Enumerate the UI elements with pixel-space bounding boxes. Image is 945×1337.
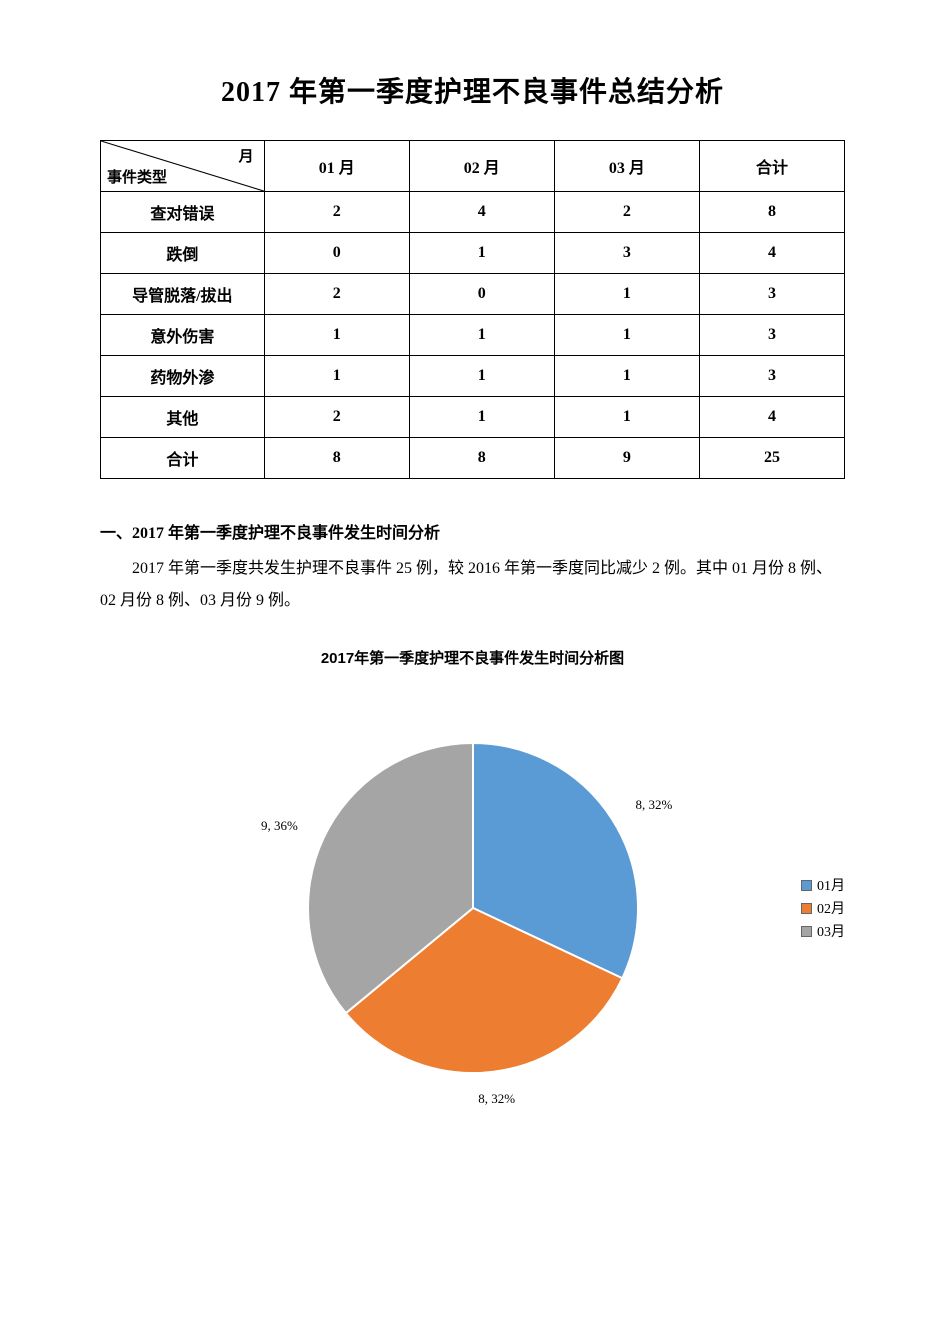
legend-swatch	[801, 903, 812, 914]
table-row-label: 合计	[101, 438, 265, 479]
table-col-header: 合计	[699, 141, 844, 192]
table-cell: 1	[409, 233, 554, 274]
table-row: 查对错误2428	[101, 192, 845, 233]
table-row-label: 其他	[101, 397, 265, 438]
table-cell: 1	[554, 397, 699, 438]
pie-slice-label: 8, 32%	[478, 1091, 515, 1107]
table-cell: 1	[554, 315, 699, 356]
pie-slice-label: 8, 32%	[635, 797, 672, 813]
diag-header-top: 月	[239, 145, 254, 166]
document-page: 2017 年第一季度护理不良事件总结分析 月 事件类型 01 月 02 月 03…	[0, 0, 945, 1188]
table-cell: 2	[264, 192, 409, 233]
table-cell: 0	[264, 233, 409, 274]
table-row-label: 查对错误	[101, 192, 265, 233]
section-1-body: 2017 年第一季度共发生护理不良事件 25 例，较 2016 年第一季度同比减…	[100, 553, 845, 617]
table-row: 导管脱落/拔出2013	[101, 274, 845, 315]
pie-svg	[303, 738, 643, 1078]
table-row: 意外伤害1113	[101, 315, 845, 356]
table-cell: 2	[554, 192, 699, 233]
pie-slice-label: 9, 36%	[261, 818, 298, 834]
table-header-row: 月 事件类型 01 月 02 月 03 月 合计	[101, 141, 845, 192]
table-col-header: 01 月	[264, 141, 409, 192]
table-cell: 1	[554, 356, 699, 397]
table-cell: 3	[554, 233, 699, 274]
table-cell: 4	[699, 233, 844, 274]
table-row: 其他2114	[101, 397, 845, 438]
table-row-label: 药物外渗	[101, 356, 265, 397]
table-cell: 3	[699, 356, 844, 397]
table-cell: 2	[264, 274, 409, 315]
legend-swatch	[801, 880, 812, 891]
table-cell: 1	[409, 315, 554, 356]
table-row-label: 跌倒	[101, 233, 265, 274]
events-table: 月 事件类型 01 月 02 月 03 月 合计 查对错误2428跌倒0134导…	[100, 140, 845, 479]
table-cell: 0	[409, 274, 554, 315]
legend-label: 02月	[817, 898, 845, 918]
table-cell: 8	[699, 192, 844, 233]
legend-swatch	[801, 926, 812, 937]
table-cell: 25	[699, 438, 844, 479]
table-row-label: 意外伤害	[101, 315, 265, 356]
pie-holder: 8, 32%8, 32%9, 36%	[303, 738, 643, 1078]
table-cell: 1	[409, 397, 554, 438]
section-1-heading: 一、2017 年第一季度护理不良事件发生时间分析	[100, 519, 845, 543]
page-title: 2017 年第一季度护理不良事件总结分析	[100, 70, 845, 110]
legend-item: 01月	[801, 875, 845, 895]
table-cell: 4	[699, 397, 844, 438]
table-col-header: 02 月	[409, 141, 554, 192]
table-cell: 8	[264, 438, 409, 479]
legend-item: 02月	[801, 898, 845, 918]
table-row-label: 导管脱落/拔出	[101, 274, 265, 315]
table-cell: 1	[264, 356, 409, 397]
table-cell: 2	[264, 397, 409, 438]
table-cell: 3	[699, 315, 844, 356]
table-cell: 1	[264, 315, 409, 356]
table-cell: 1	[409, 356, 554, 397]
legend-item: 03月	[801, 921, 845, 941]
table-row: 药物外渗1113	[101, 356, 845, 397]
table-cell: 3	[699, 274, 844, 315]
table-row: 合计88925	[101, 438, 845, 479]
pie-chart-title: 2017年第一季度护理不良事件发生时间分析图	[100, 647, 845, 668]
table-diag-header: 月 事件类型	[101, 141, 265, 192]
legend-label: 03月	[817, 921, 845, 941]
pie-legend: 01月 02月 03月	[801, 872, 845, 944]
diag-header-bottom: 事件类型	[107, 166, 167, 187]
table-cell: 8	[409, 438, 554, 479]
table-cell: 4	[409, 192, 554, 233]
pie-chart: 8, 32%8, 32%9, 36% 01月02月03月	[100, 688, 845, 1128]
table-cell: 9	[554, 438, 699, 479]
legend-label: 01月	[817, 875, 845, 895]
table-col-header: 03 月	[554, 141, 699, 192]
table-row: 跌倒0134	[101, 233, 845, 274]
table-cell: 1	[554, 274, 699, 315]
